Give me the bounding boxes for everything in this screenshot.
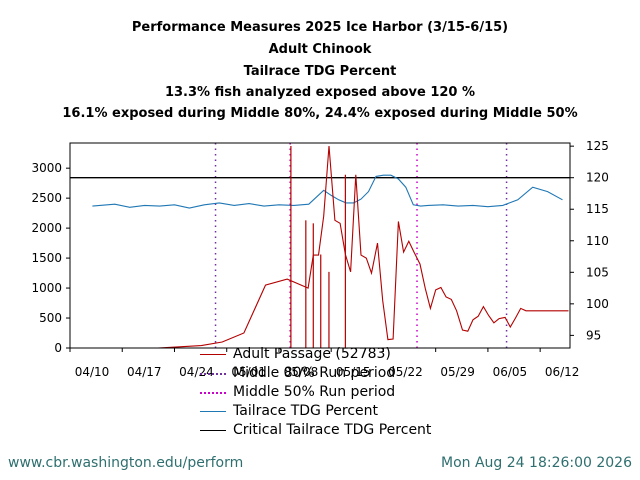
left-axis-label-6: 3000 <box>31 161 62 175</box>
chart-title-line-3: Tailrace TDG Percent <box>243 64 397 79</box>
left-axis-label-5: 2500 <box>31 191 62 205</box>
right-axis-label-4: 115 <box>586 202 609 216</box>
legend-label-critical: Critical Tailrace TDG Percent <box>233 422 432 438</box>
right-axis-label-6: 125 <box>586 139 609 153</box>
footer-url[interactable]: www.cbr.washington.edu/perform <box>8 455 244 471</box>
right-axis-label-5: 120 <box>586 171 609 185</box>
chart-reference-lines <box>214 143 508 348</box>
legend-swatch-mid50 <box>200 392 226 394</box>
x-axis-label-3: 05/01 <box>231 365 266 379</box>
plot-frame <box>69 142 571 349</box>
x-axis-label-4: 05/08 <box>284 365 319 379</box>
chart-title-line-1: Performance Measures 2025 Ice Harbor (3/… <box>131 20 509 35</box>
x-axis-label-9: 06/12 <box>545 365 580 379</box>
x-axis-label-8: 06/05 <box>493 365 528 379</box>
chart-series <box>70 145 570 348</box>
chart-title-line-2: Adult Chinook <box>268 42 372 57</box>
left-axis-label-4: 2000 <box>31 221 62 235</box>
legend-swatch-passage <box>200 354 226 355</box>
legend-label-passage: Adult Passage (52783) <box>233 346 391 362</box>
right-axis-label-3: 110 <box>586 234 609 248</box>
passage-series-line <box>93 145 569 348</box>
footer-timestamp: Mon Aug 24 18:26:00 2026 <box>441 455 632 471</box>
left-axis-label-3: 1500 <box>31 251 62 265</box>
chart-title-line-5: 16.1% exposed during Middle 80%, 24.4% e… <box>62 106 578 121</box>
left-axis-label-1: 500 <box>39 311 62 325</box>
chart-axes: 0 500 1000 1500 2000 2500 3000 95 100 105 110 115 12… <box>31 139 640 379</box>
x-axis-label-2: 04/24 <box>179 365 214 379</box>
left-axis-label-2: 1000 <box>31 281 62 295</box>
x-axis-label-1: 04/17 <box>127 365 162 379</box>
legend-label-mid50: Middle 50% Run period <box>233 384 396 400</box>
x-axis-label-6: 05/22 <box>388 365 423 379</box>
tdg-series-line <box>92 174 563 209</box>
chart-title-line-4: 13.3% fish analyzed exposed above 120 % <box>164 85 476 100</box>
legend-swatch-tdg <box>200 411 226 412</box>
legend-swatch-mid80 <box>200 373 226 375</box>
right-axis-label-0: 95 <box>586 328 601 342</box>
x-axis-label-0: 04/10 <box>75 365 110 379</box>
right-axis-label-2: 105 <box>586 265 609 279</box>
legend-swatch-critical <box>200 430 226 431</box>
legend-label-mid80: Middle 80% Run period <box>233 365 396 381</box>
x-axis-label-5: 05/15 <box>336 365 371 379</box>
legend-label-tdg: Tailrace TDG Percent <box>233 403 378 419</box>
right-axis-label-1: 100 <box>586 297 609 311</box>
x-axis-label-7: 05/29 <box>440 365 475 379</box>
left-axis-label-0: 0 <box>54 341 62 355</box>
